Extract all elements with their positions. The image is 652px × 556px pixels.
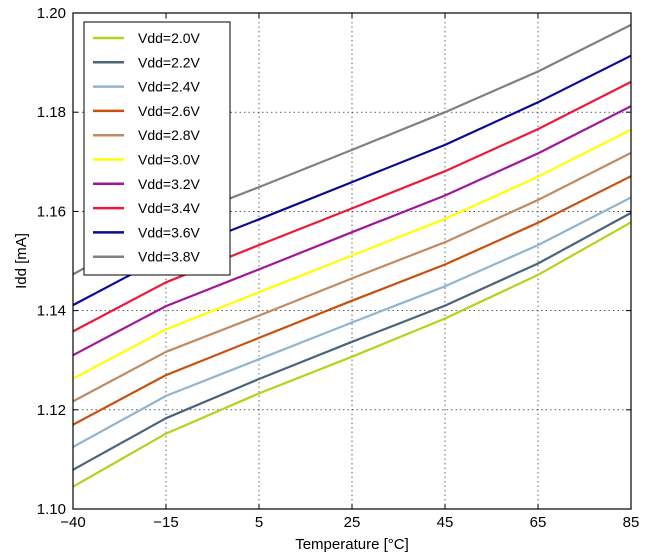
series-line: [72, 175, 632, 426]
x-tick-label: 5: [255, 514, 263, 531]
legend-label: Vdd=2.4V: [138, 79, 201, 95]
x-tick-label: −40: [60, 514, 85, 531]
legend-label: Vdd=2.6V: [138, 103, 201, 119]
series-line: [72, 151, 632, 403]
x-tick-label: 85: [623, 514, 640, 531]
x-tick-label: −15: [153, 514, 178, 531]
y-tick-label: 1.16: [37, 203, 66, 220]
axis-ticks: [72, 12, 632, 510]
x-axis-title: Temperature [°C]: [295, 536, 409, 553]
legend-label: Vdd=2.0V: [138, 30, 201, 46]
x-tick-labels: −40 −15 5 25 45 65 85: [60, 514, 639, 531]
series-line: [72, 221, 632, 488]
y-tick-labels: 1.10 1.12 1.14 1.16 1.18 1.20: [37, 5, 66, 518]
x-tick-label: 65: [530, 514, 547, 531]
legend-label: Vdd=3.2V: [138, 176, 201, 192]
y-axis-title: Idd [mA]: [13, 233, 30, 289]
y-tick-label: 1.10: [37, 501, 66, 518]
legend-label: Vdd=2.2V: [138, 54, 201, 70]
legend-label: Vdd=2.8V: [138, 127, 201, 143]
x-tick-label: 45: [437, 514, 454, 531]
legend-label: Vdd=3.4V: [138, 200, 201, 216]
y-tick-label: 1.14: [37, 303, 66, 320]
series-line: [72, 196, 632, 448]
legend-label: Vdd=3.8V: [138, 249, 201, 265]
x-tick-label: 25: [344, 514, 361, 531]
legend: Vdd=2.0V Vdd=2.2V Vdd=2.4V Vdd=2.6V Vdd=2.8V…: [83, 21, 231, 276]
series-line: [72, 128, 632, 380]
y-tick-label: 1.12: [37, 402, 66, 419]
y-tick-label: 1.18: [37, 104, 66, 121]
y-tick-label: 1.20: [37, 5, 66, 22]
series-line: [72, 211, 632, 471]
legend-label: Vdd=3.6V: [138, 224, 201, 240]
series-line: [72, 80, 632, 333]
legend-label: Vdd=3.0V: [138, 152, 201, 168]
series-line: [72, 105, 632, 357]
